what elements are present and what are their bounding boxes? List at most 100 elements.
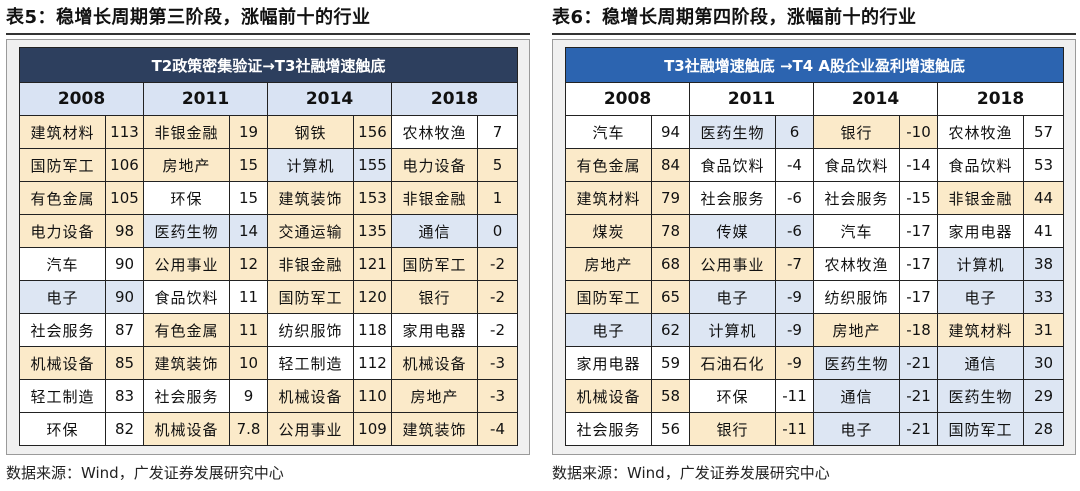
table-row: 国防军工 106 房地产 15 计算机 155 电力设备 5 xyxy=(19,148,519,182)
gain-value-cell: 5 xyxy=(476,148,519,182)
gain-value-cell: 94 xyxy=(651,115,690,149)
gain-value-cell: -6 xyxy=(775,214,814,248)
industry-name-cell: 电力设备 xyxy=(391,148,478,182)
gain-value-cell: -18 xyxy=(899,313,938,347)
year-header: 2011 xyxy=(689,82,814,116)
industry-name-cell: 钢铁 xyxy=(267,115,354,149)
industry-name-cell: 计算机 xyxy=(689,313,776,347)
gain-value-cell: 9 xyxy=(229,379,268,413)
gain-value-cell: 98 xyxy=(105,214,144,248)
gain-value-cell: 15 xyxy=(229,148,268,182)
industry-name-cell: 计算机 xyxy=(267,148,354,182)
gain-value-cell: 14 xyxy=(229,214,268,248)
gain-value-cell: -15 xyxy=(899,181,938,215)
industry-name-cell: 电子 xyxy=(813,412,900,446)
industry-name-cell: 社会服务 xyxy=(143,379,230,413)
year-header: 2011 xyxy=(143,82,268,116)
table-row: 电子 90 食品饮料 11 国防军工 120 银行 -2 xyxy=(19,280,519,314)
gain-value-cell: 33 xyxy=(1022,280,1065,314)
gain-value-cell: 90 xyxy=(105,280,144,314)
table-row: 社会服务 56 银行 -11 电子 -21 国防军工 28 xyxy=(565,412,1065,446)
industry-name-cell: 家用电器 xyxy=(391,313,478,347)
industry-name-cell: 公用事业 xyxy=(267,412,354,446)
gain-value-cell: 84 xyxy=(651,148,690,182)
industry-name-cell: 建筑材料 xyxy=(565,181,652,215)
industry-name-cell: 国防军工 xyxy=(937,412,1024,446)
gain-value-cell: 19 xyxy=(229,115,268,149)
industry-name-cell: 煤炭 xyxy=(565,214,652,248)
gain-value-cell: 68 xyxy=(651,247,690,281)
gain-value-cell: -10 xyxy=(899,115,938,149)
gain-value-cell: 53 xyxy=(1022,148,1065,182)
industry-name-cell: 房地产 xyxy=(813,313,900,347)
gain-value-cell: -4 xyxy=(476,412,519,446)
gain-value-cell: 112 xyxy=(353,346,392,380)
industry-name-cell: 建筑装饰 xyxy=(391,412,478,446)
year-header: 2008 xyxy=(565,82,690,116)
industry-name-cell: 公用事业 xyxy=(143,247,230,281)
gain-value-cell: -9 xyxy=(775,313,814,347)
industry-name-cell: 房地产 xyxy=(565,247,652,281)
industry-name-cell: 社会服务 xyxy=(689,181,776,215)
gain-value-cell: 121 xyxy=(353,247,392,281)
gain-value-cell: -11 xyxy=(775,379,814,413)
year-header: 2014 xyxy=(813,82,938,116)
gain-value-cell: 30 xyxy=(1022,346,1065,380)
industry-name-cell: 有色金属 xyxy=(143,313,230,347)
industry-name-cell: 房地产 xyxy=(391,379,478,413)
industry-name-cell: 机械设备 xyxy=(391,346,478,380)
table-row: 轻工制造 83 社会服务 9 机械设备 110 房地产 -3 xyxy=(19,379,519,413)
industry-name-cell: 通信 xyxy=(937,346,1024,380)
gain-value-cell: 59 xyxy=(651,346,690,380)
gain-value-cell: -21 xyxy=(899,412,938,446)
gain-value-cell: 155 xyxy=(353,148,392,182)
industry-name-cell: 轻工制造 xyxy=(19,379,106,413)
table-row: 电力设备 98 医药生物 14 交通运输 135 通信 0 xyxy=(19,214,519,248)
industry-name-cell: 食品饮料 xyxy=(689,148,776,182)
industry-name-cell: 交通运输 xyxy=(267,214,354,248)
table-row: 建筑材料 113 非银金融 19 钢铁 156 农林牧渔 7 xyxy=(19,115,519,149)
gain-value-cell: 105 xyxy=(105,181,144,215)
table-row: 电子 62 计算机 -9 房地产 -18 建筑材料 31 xyxy=(565,313,1065,347)
gain-value-cell: 29 xyxy=(1022,379,1065,413)
data-source-note: 数据来源：Wind，广发证券发展研究中心 xyxy=(552,464,830,482)
gain-value-cell: 62 xyxy=(651,313,690,347)
industry-name-cell: 建筑装饰 xyxy=(267,181,354,215)
gain-value-cell: 106 xyxy=(105,148,144,182)
industry-name-cell: 电子 xyxy=(19,280,106,314)
gain-value-cell: 0 xyxy=(476,214,519,248)
industry-name-cell: 房地产 xyxy=(143,148,230,182)
industry-name-cell: 有色金属 xyxy=(19,181,106,215)
gain-value-cell: 31 xyxy=(1022,313,1065,347)
industry-name-cell: 非银金融 xyxy=(143,115,230,149)
gain-value-cell: -17 xyxy=(899,247,938,281)
gain-value-cell: 153 xyxy=(353,181,392,215)
industry-name-cell: 国防军工 xyxy=(19,148,106,182)
gain-value-cell: -14 xyxy=(899,148,938,182)
industry-name-cell: 社会服务 xyxy=(19,313,106,347)
industry-name-cell: 建筑材料 xyxy=(937,313,1024,347)
gain-value-cell: 6 xyxy=(775,115,814,149)
gain-value-cell: -7 xyxy=(775,247,814,281)
table-row: 有色金属 84 食品饮料 -4 食品饮料 -14 食品饮料 53 xyxy=(565,148,1065,182)
table-row: 房地产 68 公用事业 -7 农林牧渔 -17 计算机 38 xyxy=(565,247,1065,281)
right-table-panel: 表6：稳增长周期第四阶段，涨幅前十的行业 T3社融增速触底 →T4 A股企业盈利… xyxy=(552,0,1076,491)
industry-name-cell: 建筑装饰 xyxy=(143,346,230,380)
industry-name-cell: 汽车 xyxy=(813,214,900,248)
industry-gain-table: T3社融增速触底 →T4 A股企业盈利增速触底 2008 2011 2014 2… xyxy=(564,47,1065,446)
year-header: 2018 xyxy=(390,82,519,116)
gain-value-cell: -2 xyxy=(476,313,519,347)
gain-value-cell: 65 xyxy=(651,280,690,314)
industry-name-cell: 家用电器 xyxy=(565,346,652,380)
gain-value-cell: 156 xyxy=(353,115,392,149)
industry-name-cell: 通信 xyxy=(813,379,900,413)
gain-value-cell: -4 xyxy=(775,148,814,182)
gain-value-cell: -2 xyxy=(476,247,519,281)
industry-name-cell: 医药生物 xyxy=(937,379,1024,413)
industry-name-cell: 电子 xyxy=(689,280,776,314)
gain-value-cell: 135 xyxy=(353,214,392,248)
gain-value-cell: -21 xyxy=(899,346,938,380)
gain-value-cell: 83 xyxy=(105,379,144,413)
table-row: 煤炭 78 传媒 -6 汽车 -17 家用电器 41 xyxy=(565,214,1065,248)
gain-value-cell: 79 xyxy=(651,181,690,215)
